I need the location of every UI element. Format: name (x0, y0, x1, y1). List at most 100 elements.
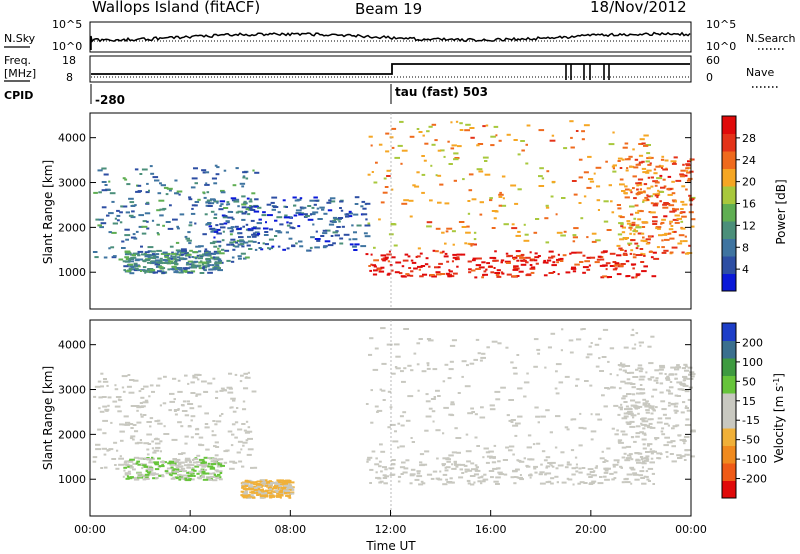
heatmap-cell (400, 473, 404, 475)
heatmap-cell (627, 410, 633, 413)
heatmap-cell (617, 160, 621, 162)
heatmap-cell (115, 467, 120, 470)
heatmap-cell (193, 251, 198, 254)
heatmap-cell (417, 389, 420, 392)
heatmap-cell (658, 234, 663, 237)
heatmap-cell (215, 397, 219, 399)
heatmap-cell (326, 201, 332, 204)
heatmap-cell (95, 448, 101, 451)
heatmap-cell (653, 172, 658, 175)
heatmap-cell (157, 457, 161, 460)
heatmap-cell (172, 476, 176, 479)
heatmap-cell (242, 444, 245, 447)
heatmap-cell (660, 430, 664, 433)
heatmap-cell (536, 442, 541, 445)
heatmap-cell (298, 240, 303, 243)
heatmap-cell (646, 426, 653, 429)
heatmap-cell (328, 223, 335, 226)
heatmap-cell (335, 230, 339, 233)
heatmap-cell (641, 432, 647, 435)
heatmap-cell (150, 250, 156, 253)
heatmap-cell (384, 256, 389, 259)
velocity-y-label: Slant Range [km] (41, 366, 55, 470)
heatmap-cell (219, 472, 223, 474)
heatmap-cell (256, 480, 262, 483)
heatmap-cell (612, 463, 619, 466)
heatmap-cell (271, 208, 276, 211)
heatmap-cell (555, 213, 558, 216)
heatmap-cell (609, 265, 616, 267)
heatmap-cell (506, 414, 510, 417)
heatmap-cell (566, 463, 572, 466)
heatmap-cell (183, 252, 188, 255)
heatmap-cell (181, 461, 185, 464)
heatmap-cell (629, 252, 633, 255)
heatmap-cell (551, 180, 556, 183)
heatmap-cell (241, 203, 247, 206)
heatmap-cell (399, 415, 404, 418)
heatmap-cell (285, 231, 289, 234)
heatmap-cell (249, 207, 253, 210)
heatmap-cell (619, 178, 624, 181)
x-tick-label: 08:00 (274, 523, 306, 536)
heatmap-cell (167, 257, 173, 260)
heatmap-cell (230, 260, 235, 263)
heatmap-cell (213, 245, 218, 248)
heatmap-cell (210, 256, 216, 259)
heatmap-cell (656, 192, 660, 195)
heatmap-cell (658, 372, 663, 375)
heatmap-cell (129, 272, 135, 275)
heatmap-cell (374, 463, 380, 466)
heatmap-cell (382, 477, 388, 479)
heatmap-cell (253, 483, 259, 486)
heatmap-cell (641, 419, 646, 422)
heatmap-cell (663, 185, 667, 188)
heatmap-cell (419, 453, 425, 456)
heatmap-cell (136, 184, 139, 187)
heatmap-cell (241, 485, 247, 488)
heatmap-cell (661, 218, 666, 221)
heatmap-cell (207, 465, 214, 468)
heatmap-cell (674, 373, 678, 376)
heatmap-cell (218, 458, 224, 461)
cpid-label: CPID (4, 89, 33, 102)
heatmap-cell (92, 251, 98, 253)
heatmap-cell (676, 454, 682, 457)
heatmap-cell (119, 423, 124, 426)
heatmap-cell (614, 262, 620, 265)
heatmap-cell (434, 139, 438, 142)
heatmap-cell (490, 271, 495, 274)
heatmap-cell (252, 226, 257, 229)
heatmap-cell (366, 458, 371, 461)
heatmap-cell (232, 399, 236, 402)
heatmap-cell (202, 233, 207, 236)
heatmap-cell (322, 229, 328, 232)
heatmap-cell (591, 240, 597, 243)
heatmap-cell (545, 409, 550, 412)
heatmap-cell (203, 391, 209, 393)
heatmap-cell (118, 258, 124, 261)
heatmap-cell (481, 480, 486, 483)
heatmap-cell (515, 250, 520, 253)
heatmap-cell (254, 205, 259, 208)
heatmap-cell (172, 458, 177, 460)
heatmap-cell (147, 261, 151, 264)
heatmap-cell (98, 218, 104, 221)
heatmap-cell (445, 458, 451, 461)
heatmap-cell (571, 467, 576, 470)
heatmap-cell (197, 257, 203, 260)
heatmap-cell (635, 432, 641, 435)
heatmap-cell (426, 362, 430, 365)
heatmap-cell (555, 363, 562, 366)
heatmap-cell (596, 185, 601, 188)
heatmap-cell (278, 485, 283, 487)
heatmap-cell (171, 472, 177, 475)
heatmap-cell (142, 474, 146, 477)
heatmap-cell (222, 389, 227, 392)
heatmap-cell (654, 438, 658, 441)
heatmap-cell (630, 436, 634, 439)
heatmap-cell (499, 191, 502, 194)
heatmap-cell (332, 216, 338, 219)
heatmap-cell (364, 224, 371, 227)
heatmap-cell (635, 192, 641, 195)
